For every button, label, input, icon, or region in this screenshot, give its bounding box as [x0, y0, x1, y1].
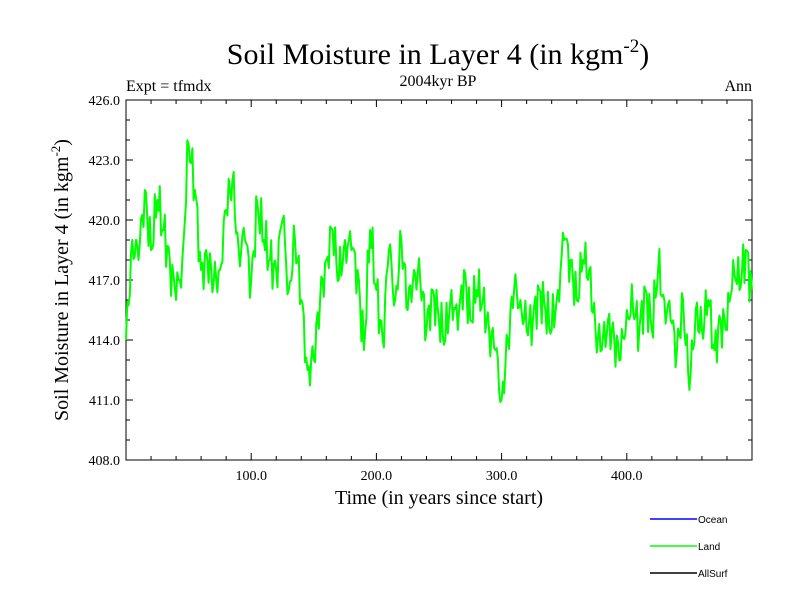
x-axis-ticks: 100.0 200.0 300.0 400.0: [125, 100, 753, 484]
x-tick-label: 400.0: [611, 469, 643, 484]
y-tick-label: 408.0: [89, 454, 121, 469]
x-tick-label: 300.0: [486, 469, 518, 484]
legend: Ocean Land AllSurf: [650, 515, 728, 580]
y-tick-label: 411.0: [89, 394, 120, 409]
y-axis-label-close: ): [51, 139, 73, 146]
x-tick-label: 200.0: [361, 469, 393, 484]
x-tick-label: 100.0: [235, 469, 267, 484]
y-tick-label: 423.0: [89, 154, 121, 169]
chart-title: Soil Moisture in Layer 4 (in kgm-2): [227, 36, 649, 71]
y-axis-label-main: Soil Moisture in Layer 4 (in kgm: [51, 156, 73, 421]
x-axis-label: Time (in years since start): [335, 487, 543, 509]
series-layer: [125, 139, 753, 403]
legend-label-ocean: Ocean: [698, 515, 727, 526]
y-axis-ticks: 408.0 411.0 414.0 417.0 420.0 423.0 426.0: [89, 94, 752, 469]
chart-title-close: ): [639, 38, 649, 71]
y-tick-label: 417.0: [89, 274, 121, 289]
experiment-label: Expt = tfmdx: [126, 78, 211, 95]
y-axis-label: Soil Moisture in Layer 4 (in kgm-2): [48, 139, 73, 421]
y-tick-label: 414.0: [89, 334, 121, 349]
chart-title-superscript: -2: [623, 36, 639, 57]
y-tick-label: 426.0: [89, 94, 121, 109]
legend-label-land: Land: [698, 542, 720, 553]
legend-label-allsurf: AllSurf: [698, 569, 728, 580]
chart-title-main: Soil Moisture in Layer 4 (in kgm: [227, 38, 624, 71]
y-tick-label: 420.0: [89, 214, 121, 229]
chart-subtitle: 2004kyr BP: [400, 73, 477, 90]
y-axis-label-superscript: -2: [48, 146, 63, 157]
season-label: Ann: [724, 78, 752, 95]
series-line-land: [125, 139, 753, 403]
